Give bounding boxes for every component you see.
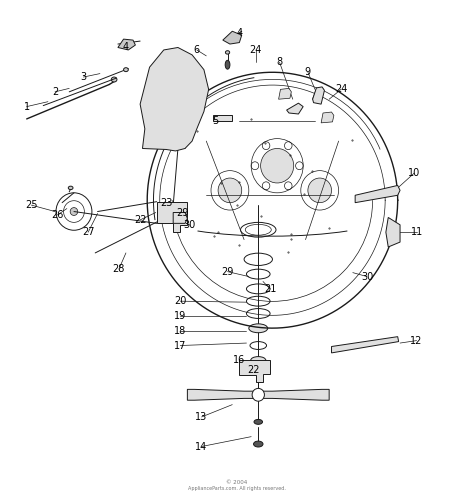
Text: 4: 4 <box>237 28 242 38</box>
Ellipse shape <box>68 186 73 190</box>
Polygon shape <box>287 103 303 114</box>
Text: 3: 3 <box>80 72 86 82</box>
Ellipse shape <box>249 324 268 333</box>
Circle shape <box>64 201 84 222</box>
Ellipse shape <box>111 77 117 82</box>
Text: 19: 19 <box>174 311 186 321</box>
Circle shape <box>56 193 92 230</box>
Polygon shape <box>187 389 329 400</box>
Text: 22: 22 <box>134 215 146 225</box>
Text: 10: 10 <box>408 168 420 178</box>
Text: 5: 5 <box>213 117 219 126</box>
Ellipse shape <box>254 441 263 447</box>
Text: 30: 30 <box>183 220 196 230</box>
Text: 11: 11 <box>410 227 423 237</box>
Text: 18: 18 <box>174 326 186 336</box>
Polygon shape <box>355 185 400 203</box>
Text: 17: 17 <box>174 340 186 351</box>
Polygon shape <box>213 115 232 122</box>
Text: 6: 6 <box>194 45 200 55</box>
Text: 1: 1 <box>24 102 30 112</box>
Polygon shape <box>118 39 136 50</box>
Text: 24: 24 <box>335 84 347 94</box>
Circle shape <box>70 207 78 215</box>
Ellipse shape <box>124 68 128 72</box>
Circle shape <box>252 388 264 401</box>
Ellipse shape <box>226 51 230 54</box>
Text: 4: 4 <box>123 42 129 52</box>
Text: 29: 29 <box>221 267 234 277</box>
Text: 22: 22 <box>247 365 260 375</box>
Polygon shape <box>140 47 209 151</box>
Polygon shape <box>321 112 334 123</box>
Text: 29: 29 <box>176 207 189 217</box>
Polygon shape <box>279 88 292 99</box>
Polygon shape <box>313 87 324 104</box>
Text: 26: 26 <box>51 210 64 220</box>
Text: 21: 21 <box>264 284 276 294</box>
Polygon shape <box>331 336 399 353</box>
Text: 27: 27 <box>82 227 94 237</box>
Polygon shape <box>156 202 187 232</box>
Text: 9: 9 <box>305 67 311 77</box>
Text: © 2004: © 2004 <box>227 480 247 485</box>
Ellipse shape <box>251 357 266 364</box>
Ellipse shape <box>225 60 230 69</box>
Circle shape <box>261 149 294 183</box>
Text: 23: 23 <box>160 198 172 207</box>
Polygon shape <box>386 217 400 247</box>
Text: 28: 28 <box>113 264 125 274</box>
Polygon shape <box>239 360 270 382</box>
Text: 16: 16 <box>233 355 246 365</box>
Text: 14: 14 <box>195 442 208 452</box>
Text: 8: 8 <box>276 57 283 67</box>
Ellipse shape <box>254 419 263 424</box>
Circle shape <box>308 178 331 203</box>
Text: 24: 24 <box>250 45 262 55</box>
Text: 25: 25 <box>25 200 37 210</box>
Text: 20: 20 <box>174 296 186 306</box>
Polygon shape <box>173 212 187 223</box>
Circle shape <box>218 178 242 203</box>
Text: 12: 12 <box>410 335 423 346</box>
Polygon shape <box>223 31 242 44</box>
Text: 2: 2 <box>52 87 58 97</box>
Text: 13: 13 <box>195 412 208 422</box>
Text: 30: 30 <box>361 272 373 282</box>
Text: ApplianceParts.com. All rights reserved.: ApplianceParts.com. All rights reserved. <box>188 486 286 491</box>
